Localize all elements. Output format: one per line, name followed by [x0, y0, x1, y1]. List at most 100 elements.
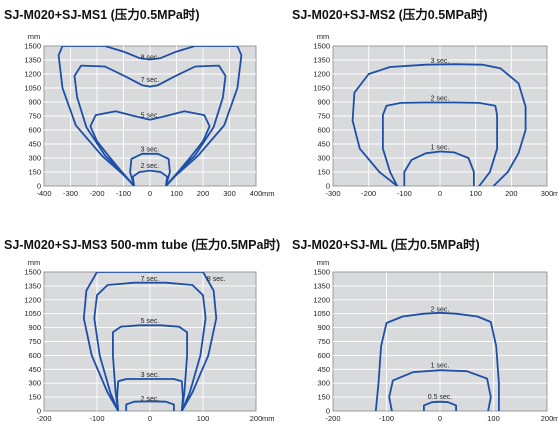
y-tick-label: 1500 — [24, 42, 41, 51]
x-tick-label: 400 — [250, 189, 263, 198]
y-tick-label: 600 — [317, 351, 330, 360]
y-tick-label: 150 — [28, 393, 41, 402]
series-line-7-sec — [73, 64, 227, 186]
series-label: 0.5 sec. — [428, 394, 453, 401]
y-tick-label: 1050 — [313, 84, 330, 93]
y-tick-label: 300 — [28, 379, 41, 388]
y-tick-label: 1200 — [313, 295, 330, 304]
x-tick-label: -100 — [89, 414, 104, 423]
series-line-5-sec — [89, 110, 211, 186]
series-label: 1 sec. — [431, 363, 450, 370]
y-tick-label: 1200 — [313, 70, 330, 79]
y-tick-label: 1200 — [24, 295, 41, 304]
chart-title-ml: SJ-M020+SJ-ML (压力0.5MPa时) — [292, 238, 480, 252]
x-tick-label: 100 — [197, 414, 210, 423]
series-line-2-sec — [125, 400, 175, 411]
x-tick-label: 300 — [541, 189, 554, 198]
series-line-2-sec — [131, 169, 169, 186]
x-tick-label: -300 — [63, 189, 78, 198]
x-tick-label: -100 — [379, 414, 394, 423]
y-tick-label: 300 — [317, 154, 330, 163]
x-tick-label: 0 — [438, 414, 442, 423]
x-tick-label: -100 — [397, 189, 412, 198]
y-axis-unit: mm — [28, 32, 41, 41]
x-tick-label: 200 — [505, 189, 518, 198]
series-line-5-sec — [112, 324, 188, 411]
x-tick-label: -400 — [36, 189, 51, 198]
x-tick-label: 100 — [487, 414, 500, 423]
y-tick-label: 1050 — [24, 84, 41, 93]
series-label: 2 sec. — [141, 163, 160, 170]
y-tick-label: 150 — [28, 168, 41, 177]
y-tick-label: 300 — [28, 154, 41, 163]
series-label: 7 sec. — [141, 77, 160, 84]
series-line-1-sec — [403, 150, 475, 186]
y-tick-label: 1200 — [24, 70, 41, 79]
y-tick-label: 1050 — [313, 309, 330, 318]
chart-title-ms1: SJ-M020+SJ-MS1 (压力0.5MPa时) — [4, 8, 200, 22]
series-label: 2 sec. — [431, 307, 450, 314]
y-tick-label: 450 — [317, 365, 330, 374]
y-tick-label: 1500 — [313, 268, 330, 277]
series-line-2-sec — [374, 311, 500, 411]
series-label: 2 sec. — [141, 396, 160, 403]
y-tick-label: 1050 — [24, 309, 41, 318]
chart-panel-1: 0 150 300 450 600 750 900 1050 1200 1350 1500 -300 -… — [313, 32, 558, 198]
chart-panel-2: 0 150 300 450 600 750 900 1050 1200 1350 1500 -200 -… — [24, 258, 274, 423]
y-tick-label: 300 — [317, 379, 330, 388]
chart-title-ms3: SJ-M020+SJ-MS3 500-mm tube (压力0.5MPa时) — [4, 238, 281, 252]
series-line-7-sec — [93, 281, 207, 411]
chart-panel-0: 0 150 300 450 600 750 900 1050 1200 1350 1500 -400 -… — [24, 32, 274, 198]
x-tick-label: -300 — [325, 189, 340, 198]
y-axis-unit: mm — [317, 32, 330, 41]
x-tick-label: 300 — [223, 189, 236, 198]
y-tick-label: 150 — [317, 393, 330, 402]
y-tick-label: 600 — [28, 126, 41, 135]
y-tick-label: 0 — [326, 407, 330, 416]
series-line-2-sec — [382, 101, 498, 186]
y-tick-label: 1350 — [313, 281, 330, 290]
series-label: 5 sec. — [141, 318, 160, 325]
x-axis-unit: mm — [553, 414, 558, 423]
x-tick-label: 100 — [170, 189, 183, 198]
y-tick-label: 750 — [317, 337, 330, 346]
y-tick-label: 750 — [28, 337, 41, 346]
y-tick-label: 0 — [326, 182, 330, 191]
x-tick-label: -200 — [89, 189, 104, 198]
y-tick-label: 1500 — [313, 42, 330, 51]
series-line-1-sec — [388, 369, 492, 411]
series-label: 3 sec. — [141, 372, 160, 379]
y-tick-label: 1350 — [24, 56, 41, 65]
x-tick-label: -200 — [36, 414, 51, 423]
x-axis-unit: mm — [262, 414, 275, 423]
series-line-8-sec — [57, 46, 243, 186]
y-tick-label: 750 — [317, 112, 330, 121]
series-line-0-5-sec — [423, 400, 457, 411]
y-tick-label: 600 — [317, 126, 330, 135]
y-tick-label: 900 — [28, 98, 41, 107]
x-tick-label: -200 — [325, 414, 340, 423]
series-label: 5 sec. — [141, 113, 160, 120]
series-label: 8 sec. — [207, 276, 226, 283]
y-tick-label: 450 — [317, 140, 330, 149]
series-label: 3 sec. — [141, 147, 160, 154]
x-tick-label: -200 — [361, 189, 376, 198]
x-tick-label: 0 — [148, 414, 152, 423]
series-label: 2 sec. — [431, 95, 450, 102]
x-tick-label: 100 — [469, 189, 482, 198]
y-axis-unit: mm — [317, 258, 330, 267]
y-tick-label: 900 — [317, 323, 330, 332]
x-axis-unit: mm — [553, 189, 558, 198]
y-tick-label: 0 — [37, 407, 41, 416]
y-axis-unit: mm — [28, 258, 41, 267]
y-tick-label: 600 — [28, 351, 41, 360]
x-tick-label: 0 — [438, 189, 442, 198]
x-tick-label: 200 — [250, 414, 263, 423]
y-tick-label: 0 — [37, 182, 41, 191]
series-label: 8 sec. — [141, 55, 160, 62]
x-axis-unit: mm — [262, 189, 275, 198]
series-line-3-sec — [351, 63, 527, 186]
y-tick-label: 900 — [317, 98, 330, 107]
x-tick-label: 0 — [148, 189, 152, 198]
